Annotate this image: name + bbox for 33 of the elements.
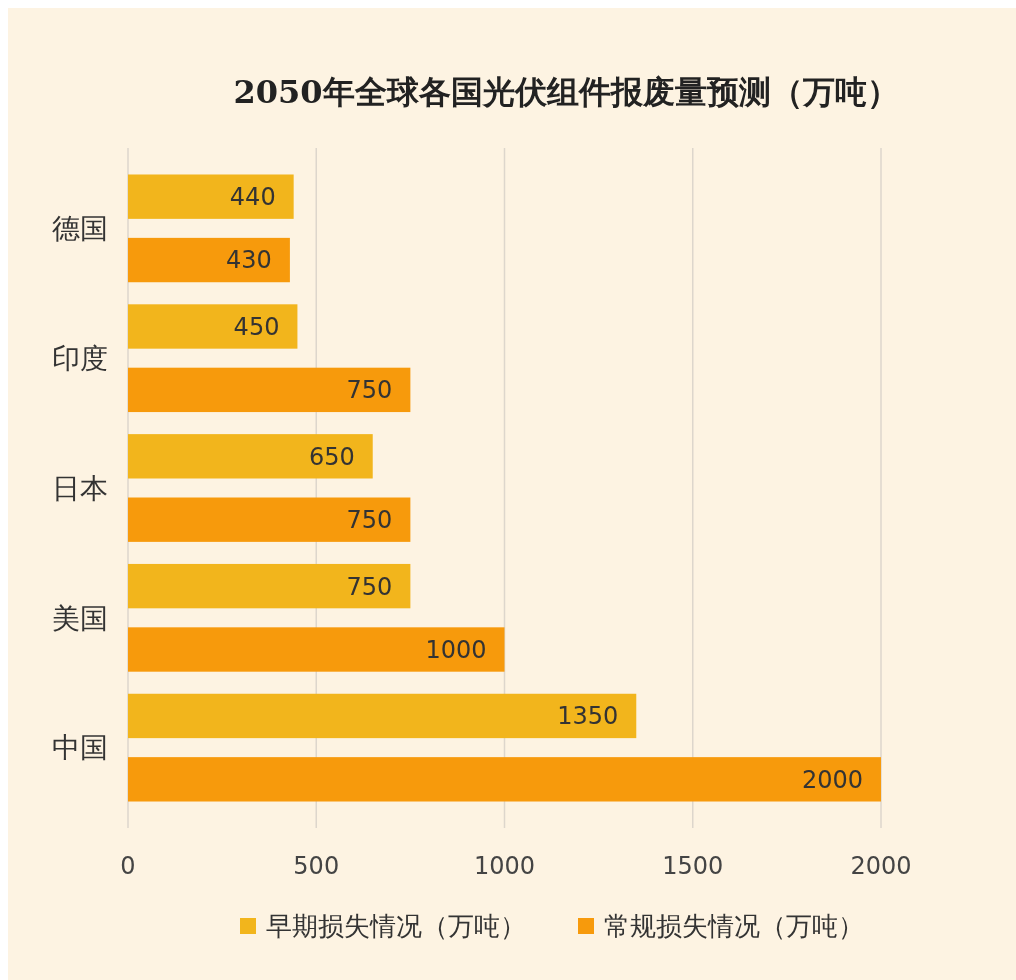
data-label: 430 <box>226 246 272 275</box>
bar <box>128 434 373 479</box>
y-tick-label: 印度 <box>52 341 108 375</box>
chart-title: 2050年全球各国光伏组件报废量预测（万吨） <box>233 73 899 111</box>
legend-label: 早期损失情况（万吨） <box>266 911 526 942</box>
y-tick-label: 日本 <box>52 471 108 505</box>
data-label: 750 <box>346 376 393 405</box>
data-label: 750 <box>346 506 393 535</box>
bar <box>128 174 294 219</box>
data-label: 450 <box>233 312 280 341</box>
bar <box>128 627 505 672</box>
bar <box>128 237 290 283</box>
data-label: 1000 <box>425 635 487 664</box>
bar <box>128 693 637 739</box>
x-tick-label: 1500 <box>662 852 724 880</box>
x-tick-label: 0 <box>120 852 136 880</box>
bar <box>128 757 881 802</box>
bar <box>128 497 411 542</box>
y-tick-label: 中国 <box>52 731 108 765</box>
bar <box>128 563 411 609</box>
bar <box>128 367 411 413</box>
y-tick-label: 德国 <box>52 212 108 246</box>
legend-label: 常规损失情况（万吨） <box>604 911 864 942</box>
data-label: 2000 <box>801 765 863 794</box>
x-tick-label: 500 <box>293 852 340 880</box>
bar <box>128 304 298 349</box>
data-label: 440 <box>229 183 276 212</box>
data-label: 1350 <box>557 702 619 731</box>
data-label: 750 <box>346 572 393 601</box>
x-tick-label: 1000 <box>473 852 536 880</box>
data-label: 650 <box>308 442 355 471</box>
y-tick-label: 美国 <box>52 601 108 635</box>
x-tick-label: 2000 <box>850 852 912 880</box>
